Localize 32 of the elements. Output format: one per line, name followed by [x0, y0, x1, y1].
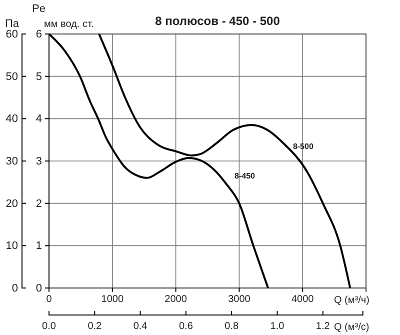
x2-tick-label: 0.8	[224, 321, 239, 332]
text: Pe	[32, 3, 46, 15]
x-tick-label: 4000	[291, 294, 314, 306]
y2-tick-label: 6	[36, 28, 42, 41]
y-axis-title: Па	[4, 18, 20, 30]
x2-tick-label: 0.2	[88, 321, 102, 332]
y2-axis-title: мм вод. ст.	[44, 19, 94, 30]
y2-tick-label: 5	[36, 70, 42, 83]
y-tick-label: 0	[12, 282, 18, 295]
y-tick-label: 60	[6, 28, 18, 41]
x-tick-label: 2000	[164, 294, 188, 306]
x2-tick-label: 1.0	[270, 321, 285, 332]
x-tick-label: 3000	[228, 294, 251, 306]
x-tick-label: 0	[46, 294, 52, 306]
y-tick-label: 10	[6, 240, 18, 252]
x2-tick-label: 0.6	[178, 321, 194, 332]
y2-tick-label: 0	[36, 282, 42, 295]
y-tick-label: 20	[6, 198, 18, 210]
y2-tick-label: 1	[36, 240, 42, 252]
chart-title: 8 полюсов - 450 - 500	[155, 14, 280, 28]
x-axis-title: Q (м³/ч)	[334, 295, 370, 306]
y2-tick-label: 4	[36, 113, 42, 126]
y-tick-label: 30	[6, 156, 18, 168]
x-tick-label: 1000	[101, 294, 124, 306]
x2-tick-label: 0.0	[42, 321, 56, 332]
x2-axis-title: Q (м³/с)	[334, 322, 370, 333]
y2-tick-label: 3	[36, 156, 42, 168]
y-tick-label: 50	[6, 70, 18, 83]
x2-tick-label: 0.4	[133, 321, 148, 332]
y-tick-label: 40	[6, 113, 18, 126]
y2-tick-label: 2	[36, 198, 42, 210]
x2-tick-label: 1.2	[316, 321, 330, 332]
